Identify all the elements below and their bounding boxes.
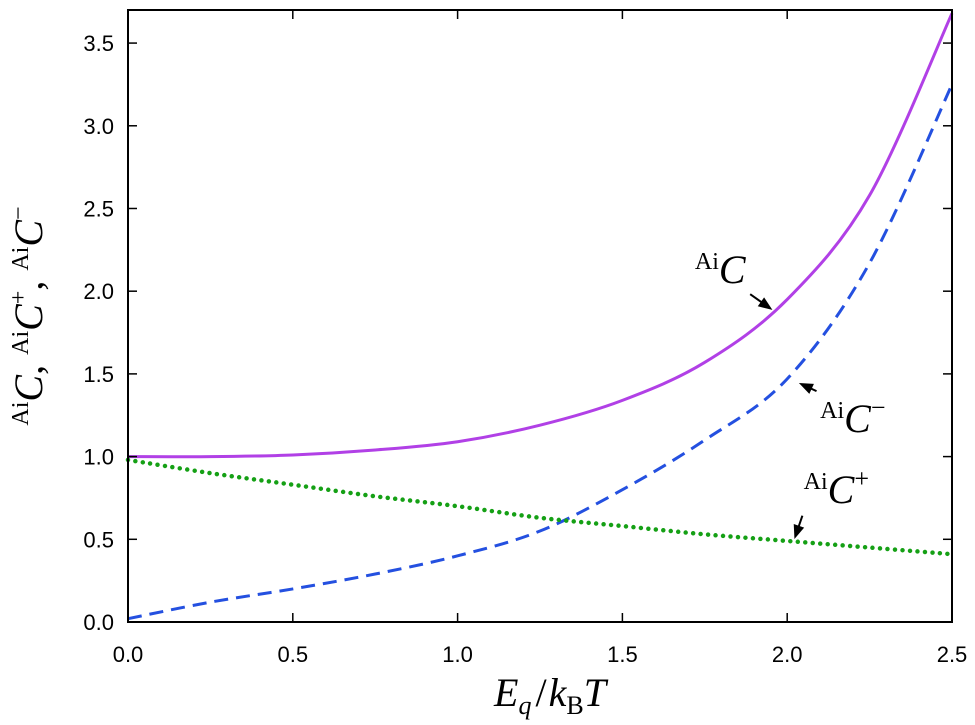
y-tick-label: 0.0 xyxy=(83,610,114,635)
y-tick-label: 1.5 xyxy=(83,362,114,387)
x-label-t: T xyxy=(584,670,609,715)
x-label-slash: / xyxy=(535,670,547,715)
axis-layer: 0.0 0.5 1.0 1.5 2.0 2.5 0.0 0.5 1.0 1.5 2.0 2.5 3.0 3… xyxy=(83,10,967,667)
y-label-0-main: C xyxy=(6,374,51,402)
x-label-k-sub: B xyxy=(566,691,583,720)
y-label-1-post: + xyxy=(6,291,32,305)
annotation-c-label: AiC xyxy=(695,247,747,292)
plot-frame xyxy=(127,9,953,623)
annotation-c-plus-label: AiC+ xyxy=(804,464,869,512)
annotation-c-minus-arrowhead xyxy=(798,382,814,394)
y-tick-label: 2.5 xyxy=(83,196,114,221)
y-tick-label: 2.0 xyxy=(83,279,114,304)
series-c-plus-line xyxy=(125,457,955,557)
series-c-line xyxy=(127,12,954,459)
annotation-c-minus-label: AiC− xyxy=(820,393,885,441)
y-label-1-main: C xyxy=(6,303,51,331)
y-label-2-main: C xyxy=(6,219,51,247)
x-tick-label: 2.0 xyxy=(772,642,803,667)
x-tick-label: 1.0 xyxy=(442,642,473,667)
annotation-layer: AiC AiC− AiC+ xyxy=(695,247,886,540)
x-axis-label: Eq/kBT xyxy=(493,670,609,720)
series-c-minus-line xyxy=(127,83,954,621)
y-axis-label: AiC,AiC+,AiC− xyxy=(6,206,51,425)
x-tick-label: 2.5 xyxy=(937,642,968,667)
x-label-k: k xyxy=(549,670,568,715)
annotation-c-plus-arrowhead xyxy=(793,524,805,540)
x-tick-label: 0.5 xyxy=(278,642,309,667)
x-label-sub: q xyxy=(518,691,531,720)
y-label-0-sup: Ai xyxy=(8,401,34,425)
y-tick-label: 3.0 xyxy=(83,114,114,139)
y-tick-label: 3.5 xyxy=(83,31,114,56)
y-label-0-sep: , xyxy=(6,365,51,375)
y-tick-label: 0.5 xyxy=(83,527,114,552)
y-tick-label: 1.0 xyxy=(83,445,114,470)
series-layer xyxy=(125,12,955,621)
x-tick-label: 1.5 xyxy=(607,642,638,667)
x-tick-label: 0.0 xyxy=(113,642,144,667)
x-label-main: E xyxy=(493,670,518,715)
y-label-1-sup: Ai xyxy=(8,331,34,355)
y-label-1-sep: , xyxy=(6,281,51,291)
y-label-2-sup: Ai xyxy=(8,246,34,270)
annotation-c-arrowhead xyxy=(757,297,773,310)
y-label-2-post: − xyxy=(6,206,32,220)
